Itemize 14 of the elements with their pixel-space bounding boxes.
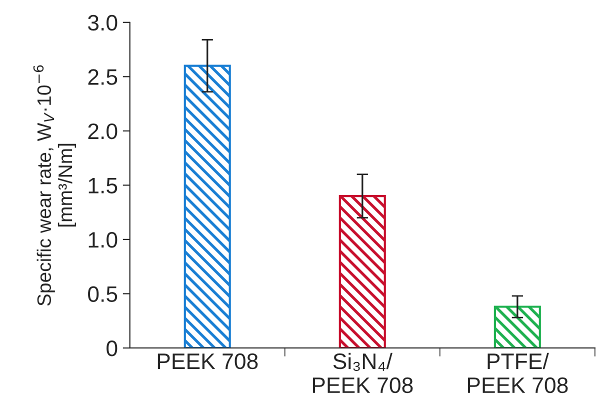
y-tick-label: 2.5	[88, 69, 118, 85]
y-tick-label: 1.0	[88, 232, 118, 248]
bar	[338, 194, 386, 348]
y-tick-label: 0.5	[88, 286, 118, 302]
bar	[184, 64, 231, 348]
y-tick-label: 0	[106, 340, 118, 356]
y-tick-label: 2.0	[88, 123, 118, 140]
bar	[494, 306, 541, 348]
x-tick-label: PTFE/ PEEK 708	[468, 352, 568, 394]
text: Specific wear rate, W$_{V}$·10$^{−6}$ [mm³/Nm]	[33, 65, 76, 306]
x-tick-label: Si₃N₄/ PEEK 708	[312, 352, 413, 394]
y-tick-label: 3.0	[88, 14, 118, 31]
x-tick-label: PEEK 708	[158, 353, 258, 370]
y-tick-label: 1.5	[88, 178, 118, 194]
